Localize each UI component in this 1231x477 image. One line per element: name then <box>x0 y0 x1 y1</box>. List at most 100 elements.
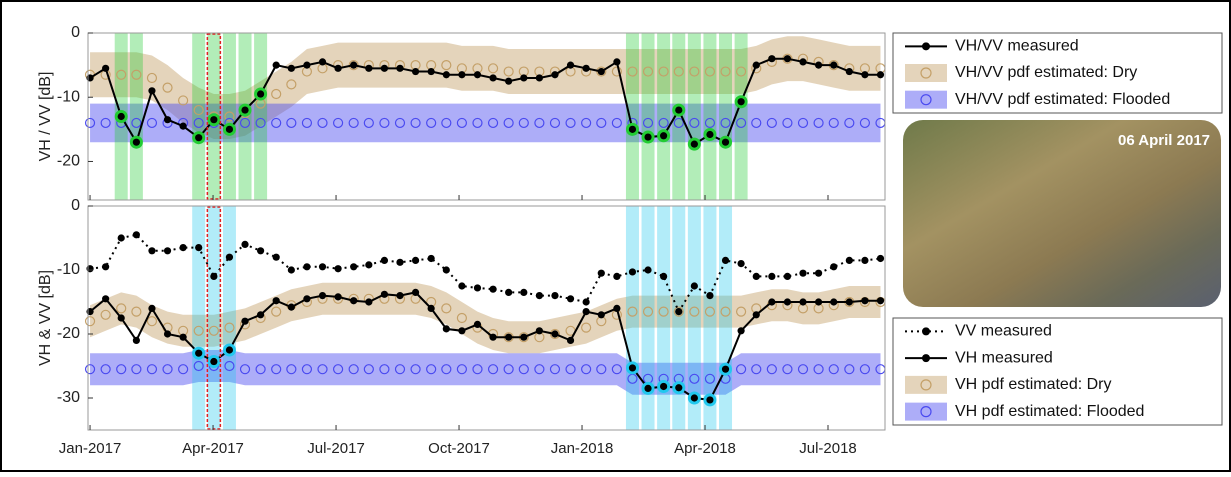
measured-point <box>799 270 806 277</box>
measured-point <box>396 259 403 266</box>
measured-point <box>737 98 744 105</box>
measured-point <box>133 231 140 238</box>
x-tick-label: Jul-2017 <box>307 440 365 457</box>
measured-point <box>118 234 125 241</box>
measured-point <box>644 133 651 140</box>
measured-point <box>660 132 667 139</box>
measured-point <box>815 270 822 277</box>
measured-point <box>583 65 590 72</box>
measured-point <box>691 141 698 148</box>
measured-point <box>598 68 605 75</box>
measured-point <box>567 295 574 302</box>
measured-point <box>273 254 280 261</box>
measured-point <box>768 55 775 62</box>
legend-label: VH/VV pdf estimated: Flooded <box>955 91 1170 108</box>
measured-point <box>551 292 558 299</box>
highlight-bar <box>657 206 670 430</box>
highlight-bar <box>657 33 670 200</box>
measured-point <box>195 350 202 357</box>
measured-point <box>536 292 543 299</box>
highlight-bar <box>223 206 236 430</box>
measured-point <box>830 263 837 270</box>
measured-point <box>334 65 341 72</box>
measured-point <box>303 263 310 270</box>
measured-point <box>319 263 326 270</box>
measured-point <box>226 254 233 261</box>
measured-point <box>319 292 326 299</box>
measured-point <box>133 337 140 344</box>
measured-point <box>613 273 620 280</box>
measured-point <box>381 257 388 264</box>
measured-point <box>458 71 465 78</box>
measured-point <box>428 305 435 312</box>
measured-point <box>428 68 435 75</box>
measured-point <box>598 270 605 277</box>
measured-point <box>784 55 791 62</box>
highlight-bar <box>192 206 205 430</box>
measured-point <box>675 308 682 315</box>
legend-label: VH/VV pdf estimated: Dry <box>955 64 1137 81</box>
measured-point <box>226 126 233 133</box>
highlight-bar <box>672 206 685 430</box>
measured-point <box>583 308 590 315</box>
y-tick-label: -20 <box>57 325 80 342</box>
measured-point <box>148 305 155 312</box>
legend-marker <box>922 327 930 335</box>
measured-point <box>180 334 187 341</box>
legend-marker <box>922 354 930 362</box>
figure: 06 April 2017 0-10-20VH / VV [dB]VH/VV m… <box>0 0 1231 472</box>
measured-point <box>210 116 217 123</box>
measured-point <box>257 247 264 254</box>
measured-point <box>412 257 419 264</box>
measured-point <box>396 65 403 72</box>
measured-point <box>660 273 667 280</box>
measured-point <box>412 68 419 75</box>
measured-point <box>567 62 574 69</box>
measured-point <box>443 266 450 273</box>
measured-point <box>257 90 264 97</box>
measured-point <box>319 58 326 65</box>
measured-point <box>180 123 187 130</box>
measured-point <box>474 284 481 291</box>
highlight-bar <box>626 33 639 200</box>
measured-point <box>164 116 171 123</box>
measured-point <box>846 68 853 75</box>
measured-point <box>551 71 558 78</box>
measured-point <box>334 293 341 300</box>
measured-point <box>148 247 155 254</box>
measured-point <box>799 58 806 65</box>
measured-point <box>350 62 357 69</box>
measured-point <box>629 126 636 133</box>
measured-point <box>489 74 496 81</box>
highlight-bar <box>254 33 267 200</box>
measured-point <box>660 383 667 390</box>
measured-point <box>815 298 822 305</box>
measured-point <box>210 358 217 365</box>
measured-point <box>505 289 512 296</box>
legend-swatch <box>905 376 947 394</box>
legend-swatch <box>905 64 947 82</box>
measured-point <box>241 241 248 248</box>
measured-point <box>536 74 543 81</box>
measured-point <box>613 305 620 312</box>
measured-point <box>768 298 775 305</box>
measured-point <box>474 71 481 78</box>
measured-point <box>505 78 512 85</box>
measured-point <box>846 257 853 264</box>
x-tick-label: Jan-2017 <box>59 440 122 457</box>
measured-point <box>706 396 713 403</box>
measured-point <box>148 87 155 94</box>
measured-point <box>737 327 744 334</box>
measured-point <box>396 292 403 299</box>
measured-point <box>412 289 419 296</box>
measured-point <box>784 273 791 280</box>
measured-point <box>861 71 868 78</box>
measured-point <box>257 311 264 318</box>
y-tick-label: -30 <box>57 389 80 406</box>
measured-point <box>877 71 884 78</box>
photo-caption: 06 April 2017 <box>1118 132 1210 149</box>
measured-point <box>210 273 217 280</box>
legend-label: VH measured <box>955 349 1053 366</box>
highlight-bar <box>703 33 716 200</box>
measured-point <box>583 298 590 305</box>
